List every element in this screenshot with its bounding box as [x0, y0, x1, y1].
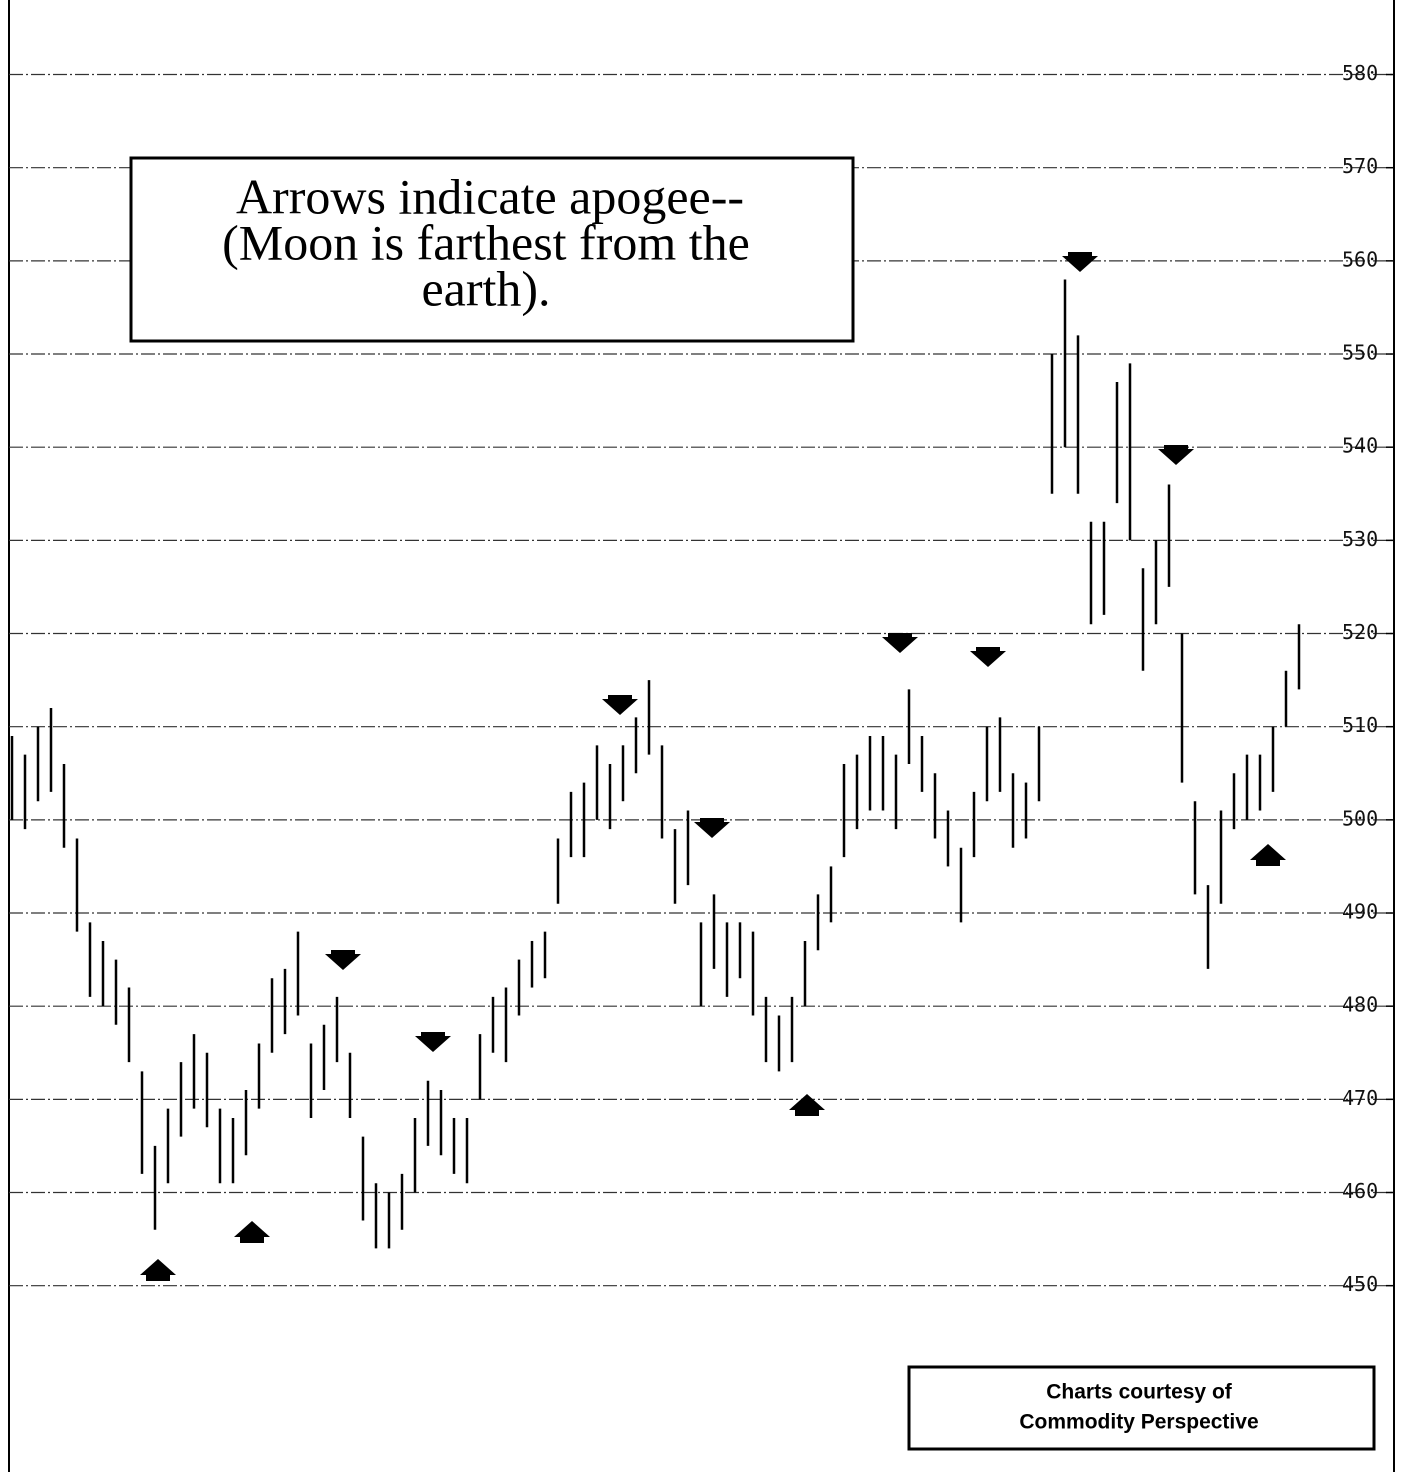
arrow-down: [325, 950, 361, 970]
arrow-up: [234, 1221, 270, 1243]
y-tick-label: 490: [1342, 900, 1378, 924]
y-tick-label: 470: [1342, 1086, 1378, 1110]
annotation-line: earth).: [421, 260, 550, 316]
arrow-up: [140, 1259, 176, 1281]
annotation-line: (Moon is farthest from the: [222, 214, 750, 270]
y-tick-label: 580: [1342, 61, 1378, 85]
arrow-down: [1158, 445, 1194, 465]
arrow-down: [1062, 252, 1098, 272]
y-tick-label: 450: [1342, 1272, 1378, 1296]
arrow-up: [789, 1094, 825, 1116]
y-tick-label: 550: [1342, 341, 1378, 365]
credit-frame: [907, 1365, 1376, 1451]
y-tick-label: 530: [1342, 527, 1378, 551]
y-tick-label: 540: [1342, 434, 1378, 458]
bars: [10, 279, 1301, 1249]
annotation-frame: [129, 156, 855, 343]
frame: [8, 0, 1395, 1472]
annotation-line: Arrows indicate apogee--: [236, 168, 744, 224]
credit-box: Charts courtesy of Commodity Perspective: [907, 1365, 1376, 1451]
y-tick-label: 520: [1342, 620, 1378, 644]
annotation-box: Arrows indicate apogee-- (Moon is farthe…: [129, 156, 855, 343]
y-tick-label: 570: [1342, 154, 1378, 178]
y-tick-label: 480: [1342, 993, 1378, 1017]
y-tick-label: 510: [1342, 713, 1378, 737]
y-tick-label: 500: [1342, 806, 1378, 830]
arrow-down: [602, 695, 638, 715]
y-tick-label: 460: [1342, 1179, 1378, 1203]
credit-line: Charts courtesy of: [1046, 1381, 1233, 1404]
arrow-down: [415, 1032, 451, 1052]
arrow-down: [882, 633, 918, 653]
credit-line: Commodity Perspective: [1019, 1411, 1258, 1434]
arrows: [140, 252, 1286, 1281]
arrow-down: [694, 818, 730, 838]
arrow-up: [1250, 844, 1286, 866]
y-tick-label: 560: [1342, 247, 1378, 271]
arrow-down: [970, 647, 1006, 667]
